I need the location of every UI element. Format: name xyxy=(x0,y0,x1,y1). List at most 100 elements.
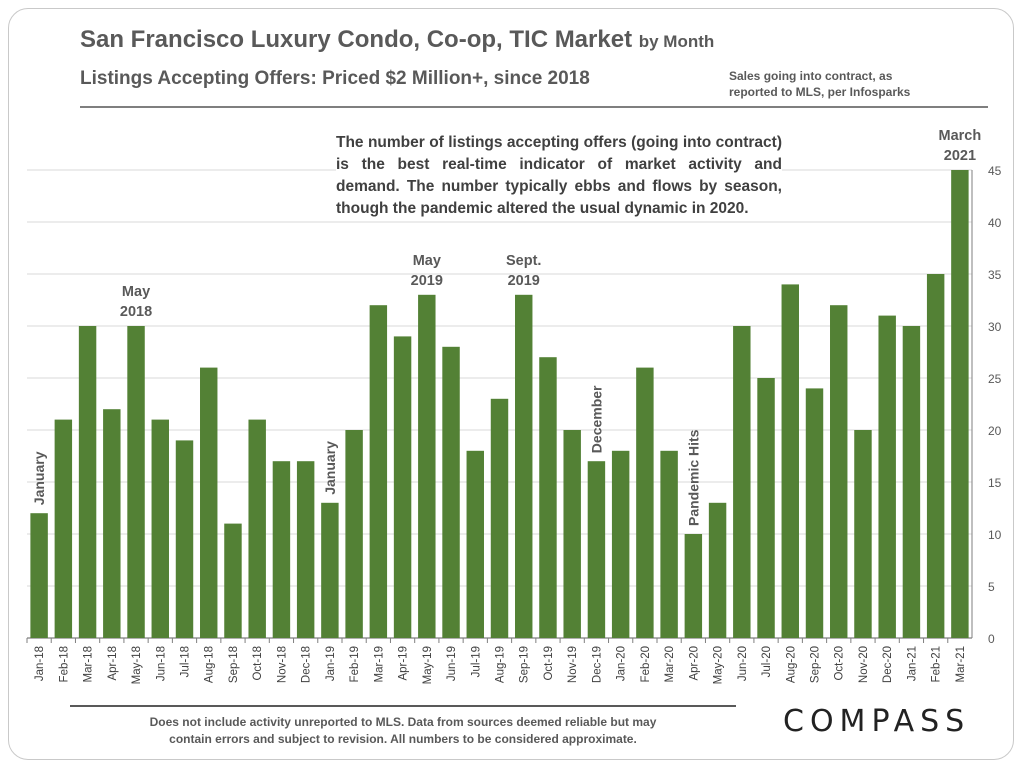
bar-jun-20 xyxy=(733,326,751,638)
annotation-label: 2018 xyxy=(120,304,152,320)
footer-divider xyxy=(70,705,736,707)
x-tick-label: Jun-18 xyxy=(155,646,167,681)
x-tick-label: Oct-20 xyxy=(834,646,846,681)
bar-apr-18 xyxy=(103,409,121,638)
chart-title: San Francisco Luxury Condo, Co-op, TIC M… xyxy=(80,26,714,54)
x-tick-label: May-18 xyxy=(131,646,143,684)
y-tick-label: 45 xyxy=(988,164,1002,178)
x-tick-label: Jun-20 xyxy=(737,646,749,681)
x-tick-label: Jan-21 xyxy=(906,646,918,681)
y-tick-label: 0 xyxy=(988,632,995,646)
bar-nov-19 xyxy=(563,430,581,638)
x-tick-label: Jan-19 xyxy=(325,646,337,681)
bar-feb-18 xyxy=(54,419,73,638)
header-divider xyxy=(80,106,988,108)
x-tick-label: Feb-19 xyxy=(349,646,361,682)
x-tick-label: Jan-20 xyxy=(616,646,628,681)
x-tick-label: Aug-19 xyxy=(495,646,507,683)
bar-mar-21 xyxy=(951,170,969,638)
x-tick-label: May-19 xyxy=(422,646,434,684)
bar-nov-18 xyxy=(272,461,291,638)
bar-jan-19 xyxy=(321,502,339,638)
x-tick-label: Sep-20 xyxy=(810,646,822,683)
source-note: Sales going into contract, as reported t… xyxy=(729,68,910,100)
bar-feb-19 xyxy=(345,430,363,638)
y-tick-label: 25 xyxy=(988,372,1002,386)
annotation-label: May xyxy=(122,284,150,300)
footnote: Does not include activity unreported to … xyxy=(70,714,736,748)
x-tick-label: Sep-19 xyxy=(519,646,531,683)
x-tick-label: Mar-18 xyxy=(83,646,95,682)
x-tick-label: Feb-20 xyxy=(640,646,652,682)
x-tick-label: Oct-19 xyxy=(543,646,555,681)
bar-jan-20 xyxy=(611,450,630,638)
bar-jun-18 xyxy=(151,419,169,638)
bar-feb-20 xyxy=(636,367,654,638)
x-tick-label: Aug-20 xyxy=(785,646,797,683)
bar-oct-18 xyxy=(248,419,266,638)
bar-sep-18 xyxy=(224,523,242,638)
y-tick-label: 5 xyxy=(988,580,995,594)
x-tick-label: May-20 xyxy=(713,646,725,684)
x-tick-label: Apr-18 xyxy=(107,646,119,681)
bar-mar-19 xyxy=(369,305,388,638)
y-tick-label: 10 xyxy=(988,528,1002,542)
bar-oct-20 xyxy=(830,305,848,638)
bar-jul-20 xyxy=(757,378,775,638)
bar-aug-18 xyxy=(200,367,218,638)
bar-dec-18 xyxy=(296,461,315,638)
x-tick-label: Dec-19 xyxy=(591,646,603,683)
x-tick-label: Feb-21 xyxy=(931,646,943,682)
y-tick-label: 40 xyxy=(988,216,1002,230)
bar-jan-18 xyxy=(30,513,48,638)
bar-jul-19 xyxy=(466,450,484,638)
chart-subtitle: Listings Accepting Offers: Priced $2 Mil… xyxy=(80,68,590,89)
bar-nov-20 xyxy=(854,430,872,638)
annotation-label: January xyxy=(31,451,47,505)
x-tick-label: Jan-18 xyxy=(34,646,46,681)
x-tick-label: Jul-18 xyxy=(180,646,192,677)
bar-aug-19 xyxy=(490,398,509,638)
x-tick-label: Mar-21 xyxy=(955,646,967,682)
annotation-label: Sept. xyxy=(506,253,541,269)
annotation-label: May xyxy=(413,253,441,269)
x-tick-label: Oct-18 xyxy=(252,646,264,681)
bar-may-19 xyxy=(418,294,436,638)
x-tick-label: Aug-18 xyxy=(204,646,216,683)
annotation-label: 2021 xyxy=(944,148,976,164)
x-tick-label: Apr-20 xyxy=(688,646,700,681)
compass-logo: COMPASS xyxy=(783,704,971,739)
bar-jul-18 xyxy=(175,440,194,638)
x-tick-label: Jul-19 xyxy=(470,646,482,677)
bar-apr-20 xyxy=(684,534,703,638)
x-tick-label: Nov-18 xyxy=(276,646,288,683)
annotation-label: March xyxy=(939,128,982,144)
bar-sep-20 xyxy=(805,388,824,638)
annotation-label: Pandemic Hits xyxy=(685,429,701,526)
annotation-label: 2019 xyxy=(508,273,540,289)
bar-sep-19 xyxy=(515,294,533,638)
x-tick-label: Sep-18 xyxy=(228,646,240,683)
x-tick-label: Apr-19 xyxy=(398,646,410,681)
bar-dec-19 xyxy=(587,461,606,638)
y-tick-label: 30 xyxy=(988,320,1002,334)
footnote-line-1: Does not include activity unreported to … xyxy=(149,715,657,729)
bar-jan-21 xyxy=(902,326,921,638)
bar-may-20 xyxy=(708,502,727,638)
y-tick-label: 20 xyxy=(988,424,1002,438)
bar-aug-20 xyxy=(781,284,799,638)
annotation-label: 2019 xyxy=(411,273,443,289)
source-line-2: reported to MLS, per Infosparks xyxy=(729,85,911,99)
source-line-1: Sales going into contract, as xyxy=(729,69,893,83)
x-tick-label: Jul-20 xyxy=(761,646,773,677)
x-tick-label: Feb-18 xyxy=(58,646,70,682)
bar-feb-21 xyxy=(926,274,945,638)
title-main: San Francisco Luxury Condo, Co-op, TIC M… xyxy=(80,26,633,53)
bar-mar-18 xyxy=(78,326,97,638)
bar-may-18 xyxy=(127,326,145,638)
bar-mar-20 xyxy=(660,450,678,638)
y-tick-label: 15 xyxy=(988,476,1002,490)
x-tick-label: Dec-18 xyxy=(301,646,313,683)
annotation-label: January xyxy=(322,441,338,495)
x-tick-label: Jun-19 xyxy=(446,646,458,681)
